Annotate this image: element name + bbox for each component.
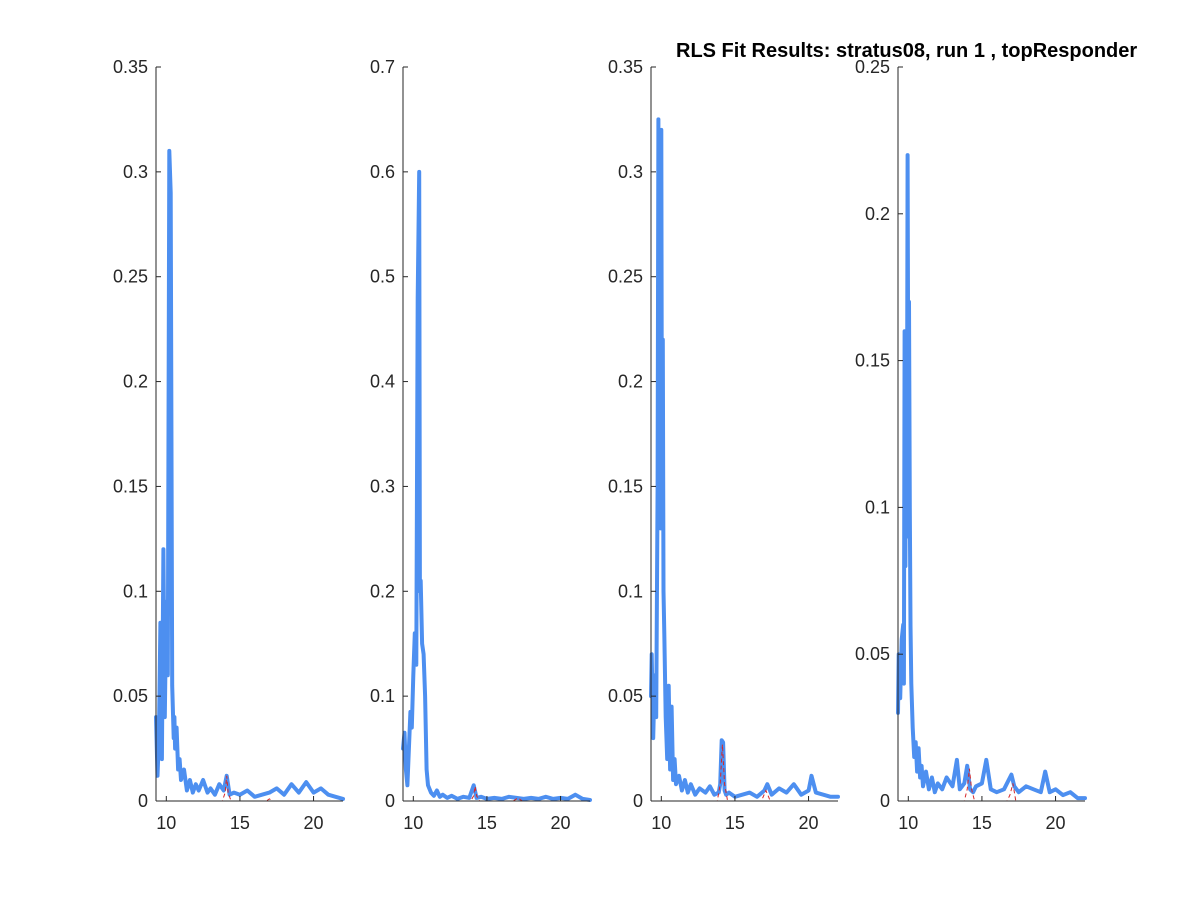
fit-line-2 — [403, 786, 590, 802]
y-tick-label: 0.4 — [370, 372, 395, 392]
y-tick-label: 0.5 — [370, 267, 395, 287]
y-tick-label: 0.1 — [618, 581, 643, 601]
y-tick-label: 0.1 — [370, 686, 395, 706]
x-tick-label: 20 — [799, 813, 819, 833]
x-tick-label: 10 — [156, 813, 176, 833]
figure-title: RLS Fit Results: stratus08, run 1 , topR… — [676, 40, 1137, 62]
x-tick-label: 10 — [898, 813, 918, 833]
y-tick-label: 0.15 — [855, 351, 890, 371]
y-tick-label: 0.2 — [370, 581, 395, 601]
y-tick-label: 0.7 — [370, 57, 395, 77]
data-line-1 — [154, 148, 345, 801]
x-tick-label: 10 — [403, 813, 423, 833]
fit-line-1 — [156, 775, 343, 802]
data-line-2 — [401, 169, 592, 802]
y-tick-label: 0.3 — [123, 162, 148, 182]
y-tick-label: 0.05 — [855, 644, 890, 664]
y-tick-label: 0.25 — [113, 267, 148, 287]
y-tick-label: 0.05 — [113, 686, 148, 706]
y-tick-label: 0.35 — [608, 57, 643, 77]
x-tick-label: 20 — [1046, 813, 1066, 833]
x-tick-label: 15 — [972, 813, 992, 833]
y-tick-label: 0.2 — [618, 372, 643, 392]
y-tick-label: 0.35 — [113, 57, 148, 77]
x-tick-label: 20 — [551, 813, 571, 833]
subplot-1: 0 0.05 0.1 0.15 0.2 0.25 0.3 0.35 10 15 20 — [113, 57, 345, 833]
x-tick-label: 20 — [304, 813, 324, 833]
data-line-3 — [649, 117, 840, 799]
y-tick-label: 0 — [633, 791, 643, 811]
y-tick-label: 0.15 — [608, 476, 643, 496]
x-tick-label: 15 — [477, 813, 497, 833]
y-tick-label: 0 — [138, 791, 148, 811]
y-tick-label: 0.3 — [370, 476, 395, 496]
y-tick-label: 0.3 — [618, 162, 643, 182]
y-tick-label: 0.25 — [608, 267, 643, 287]
y-tick-label: 0.15 — [113, 476, 148, 496]
x-tick-label: 15 — [230, 813, 250, 833]
y-tick-label: 0 — [880, 791, 890, 811]
y-tick-label: 0.05 — [608, 686, 643, 706]
y-tick-label: 0.1 — [123, 581, 148, 601]
fit-line-3 — [651, 744, 838, 802]
y-tick-label: 0 — [385, 791, 395, 811]
y-tick-label: 0.2 — [865, 204, 890, 224]
y-tick-label: 0.6 — [370, 162, 395, 182]
subplot-4: 0 0.05 0.1 0.15 0.2 0.25 10 15 20 — [855, 57, 1087, 833]
subplot-3: 0 0.05 0.1 0.15 0.2 0.25 0.3 0.35 10 15 20 — [608, 57, 840, 833]
subplot-2: 0 0.1 0.2 0.3 0.4 0.5 0.6 0.7 10 15 20 — [370, 57, 592, 833]
y-tick-label: 0.2 — [123, 372, 148, 392]
y-tick-label: 0.1 — [865, 497, 890, 517]
data-line-4 — [896, 153, 1087, 801]
x-tick-label: 10 — [651, 813, 671, 833]
y-tick-label: 0.25 — [855, 57, 890, 77]
x-tick-label: 15 — [725, 813, 745, 833]
